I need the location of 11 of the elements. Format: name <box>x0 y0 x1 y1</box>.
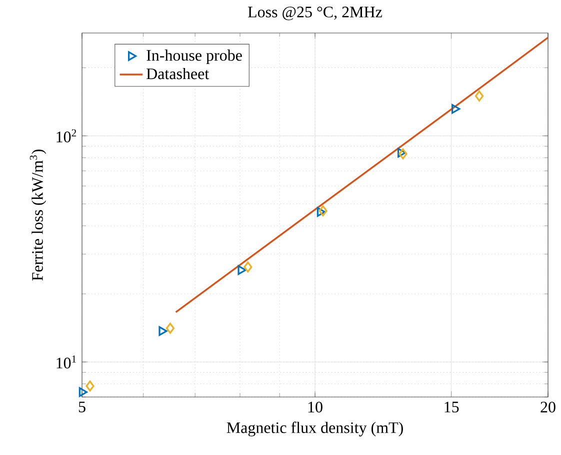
legend-label: In-house probe <box>146 50 242 64</box>
y-axis-title: Ferrite loss (kW/m$^{3}$) <box>30 150 46 281</box>
x-tick-label: 15 <box>444 402 459 412</box>
chart-title: Loss @25 °C, 2MHz <box>248 6 382 20</box>
y-tick-label: 10$^{1}$ <box>56 355 76 368</box>
x-tick-label: 10 <box>308 402 322 412</box>
x-tick-label: 20 <box>540 402 556 412</box>
x-tick-label: 5 <box>78 402 86 412</box>
y-tick-label: 10$^{2}$ <box>56 129 76 142</box>
legend-label: Datasheet <box>146 68 210 80</box>
x-axis-title: Magnetic flux density (mT) <box>226 422 403 436</box>
